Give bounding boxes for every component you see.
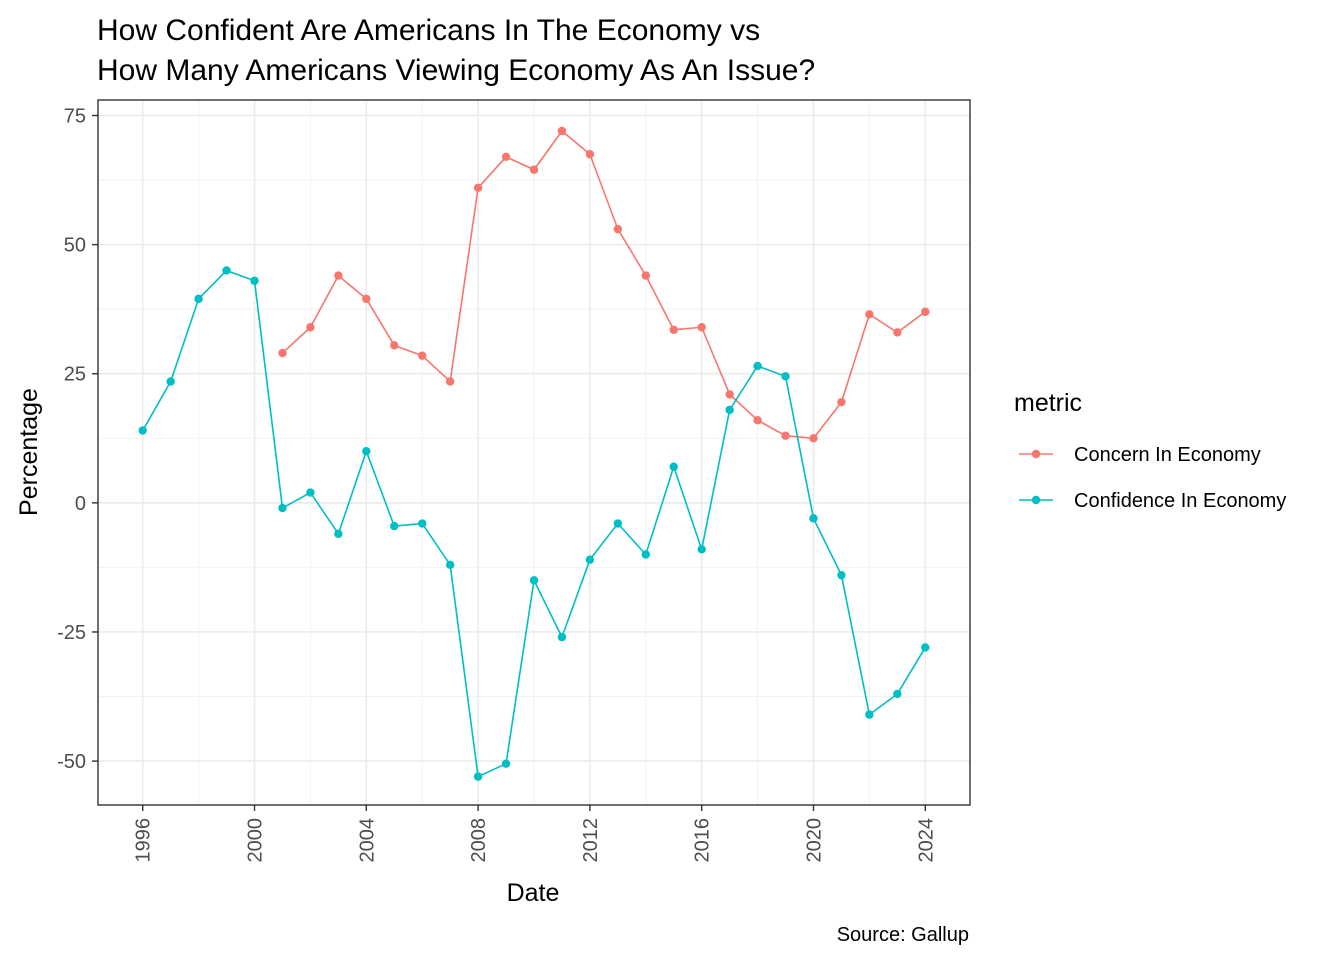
series-layer: [138, 126, 930, 781]
x-tick-label: 2000: [245, 818, 267, 863]
x-tick-label: 1996: [133, 818, 155, 863]
x-tick-label: 2004: [356, 818, 378, 863]
x-axis: 1996 2000 2004 2008 2012 2016 2020 2024: [133, 805, 937, 863]
legend-key-point: [1031, 449, 1041, 459]
data-point: [278, 503, 287, 513]
data-point: [641, 271, 650, 280]
data-point: [222, 266, 231, 275]
data-point: [418, 351, 427, 360]
data-point: [641, 550, 650, 559]
data-point: [753, 361, 762, 371]
data-point: [725, 405, 734, 415]
data-point: [921, 307, 930, 316]
data-point: [921, 643, 930, 652]
data-point: [865, 710, 874, 719]
data-point: [334, 529, 343, 539]
legend-items: Concern In Economy Confidence In Economy: [1019, 444, 1286, 512]
y-tick-label: -25: [57, 622, 86, 644]
data-point: [529, 576, 539, 585]
chart-title-line-2: How Many Americans Viewing Economy As An…: [97, 54, 815, 87]
data-point: [613, 519, 623, 528]
data-point: [362, 294, 371, 304]
x-tick-label: 2024: [915, 818, 937, 863]
y-tick-label: 0: [75, 493, 86, 515]
legend-title: metric: [1014, 389, 1082, 417]
plot-panel-border: [97, 99, 971, 806]
x-tick-label: 2016: [692, 818, 714, 863]
x-tick-label: 2020: [803, 818, 825, 863]
grid-major: [98, 100, 970, 805]
chart-caption: Source: Gallup: [837, 924, 969, 946]
data-point: [390, 341, 399, 350]
data-point: [753, 416, 762, 425]
data-point: [809, 514, 818, 523]
data-point: [613, 224, 623, 234]
data-point: [893, 689, 902, 699]
y-tick-label: 50: [64, 235, 86, 257]
data-point: [306, 323, 315, 332]
data-point: [501, 759, 511, 768]
data-point: [418, 519, 427, 528]
series-line: [281, 130, 926, 440]
data-point: [250, 276, 259, 285]
data-point: [306, 488, 315, 497]
data-point: [669, 325, 678, 335]
chart-title-line-1: How Confident Are Americans In The Econo…: [97, 14, 760, 47]
data-point: [194, 294, 203, 304]
data-point: [781, 372, 790, 381]
data-point: [362, 447, 371, 456]
series-1: [138, 266, 930, 781]
y-axis-label: Percentage: [15, 388, 43, 516]
data-point: [893, 328, 902, 337]
data-point: [445, 377, 455, 386]
grid-minor: [98, 100, 970, 805]
legend-item: Concern In Economy: [1019, 444, 1261, 466]
data-point: [166, 377, 175, 386]
data-point: [557, 126, 567, 136]
series-0: [278, 126, 930, 443]
data-point: [669, 462, 678, 471]
data-point: [697, 545, 706, 554]
data-point: [725, 390, 734, 399]
data-point: [585, 150, 595, 159]
data-point: [390, 521, 399, 531]
data-point: [809, 434, 818, 443]
data-point: [585, 555, 595, 564]
y-axis: 75 50 25 0 -25 -50: [57, 105, 98, 773]
legend-label: Confidence In Economy: [1074, 490, 1286, 512]
data-point: [865, 310, 874, 319]
legend-key-point: [1031, 495, 1041, 505]
x-tick-label: 2008: [468, 818, 490, 863]
y-tick-label: 75: [64, 105, 86, 127]
data-point: [837, 397, 846, 407]
data-point: [501, 152, 511, 162]
data-point: [529, 165, 539, 174]
legend: metric Concern In Economy Confidence In E…: [1014, 389, 1286, 512]
data-point: [445, 560, 455, 570]
data-point: [697, 323, 706, 332]
data-point: [781, 431, 790, 440]
y-tick-label: -50: [57, 751, 86, 773]
data-point: [278, 348, 287, 358]
data-point: [138, 426, 147, 435]
x-tick-label: 2012: [580, 818, 602, 863]
data-point: [837, 570, 846, 580]
data-point: [334, 271, 343, 280]
x-axis-label: Date: [507, 879, 560, 907]
data-point: [473, 183, 483, 193]
y-tick-label: 25: [64, 364, 86, 386]
legend-item: Confidence In Economy: [1019, 490, 1286, 512]
legend-label: Concern In Economy: [1074, 444, 1261, 466]
data-point: [473, 772, 483, 781]
data-point: [557, 632, 567, 642]
